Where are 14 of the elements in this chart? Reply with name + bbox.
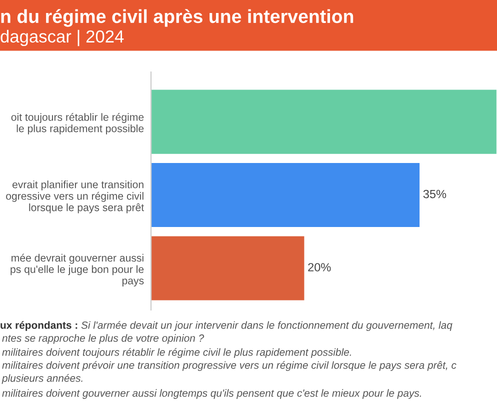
text: militaires doivent gouverner aussi longtemps qu'ils pensent que c'est le mieux pour le pays. — [2, 389, 422, 399]
chart-title: n du régime civil après une intervention — [1, 9, 354, 27]
y-tick-label: mée devrait gouverner aussi ps qu'elle le juge bon pour le pays — [10, 254, 144, 286]
text: militaires doivent toujours rétablir le régime civil le plus rapidement possible. — [2, 348, 351, 358]
text: ntes se rapproche le plus de votre opinion ? — [2, 334, 204, 344]
y-tick-label: evrait planifier une transition ogressive vers un régime civil lorsque le pays sera prêt — [6, 180, 144, 214]
text: plusieurs années. — [2, 374, 82, 384]
text: ux répondants : — [0, 321, 78, 331]
data-label: 35% — [423, 190, 446, 198]
chart-subtitle: dagascar | 2024 — [0, 30, 124, 46]
text: Si l'armée devait un jour intervenir dans le fonctionnement du gouvernement, laq — [81, 321, 452, 331]
text: militaires doivent prévoir une transition progressive vers un régime civil lorsque le pays sera prêt, c — [2, 361, 456, 371]
y-tick-label: oit toujours rétablir le régime le plus rapidement possible — [11, 112, 144, 134]
data-label: 20% — [308, 263, 331, 272]
